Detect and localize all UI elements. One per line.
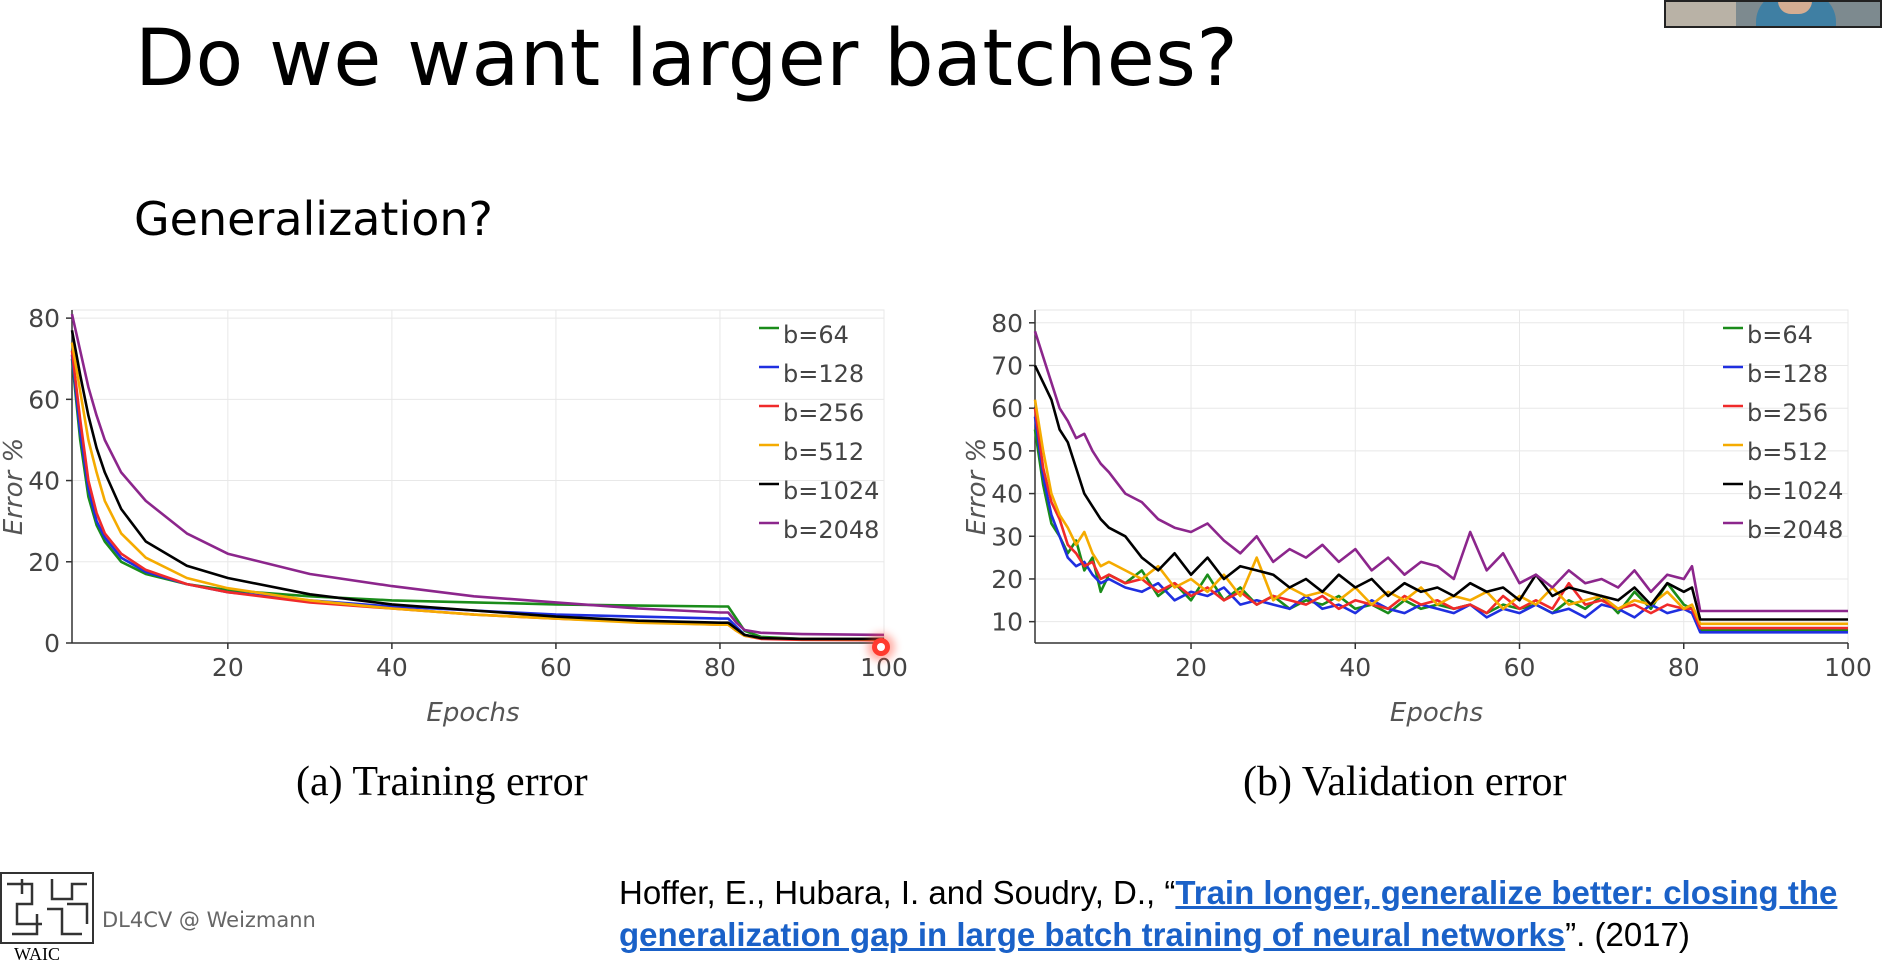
y-axis-label: Error % (0, 438, 29, 535)
training-error-chart: 20 40 60 80 100 0 20 40 60 80 Epochs Error % b=64 b=1… (0, 304, 908, 728)
x-tick-label: 100 (860, 653, 908, 682)
x-axis-label: Epochs (1390, 698, 1483, 728)
training-error-caption: (a) Training error (296, 759, 588, 805)
y-tick-label: 60 (991, 394, 1023, 423)
x-tick-label: 40 (376, 653, 408, 682)
y-tick-label: 40 (28, 467, 60, 496)
pointer-indicator (872, 638, 890, 656)
y-axis-label: Error % (962, 438, 992, 535)
series-line-b-512 (1033, 399, 1848, 626)
reference-authors: Hoffer, E., Hubara, I. and Soudry, D., “ (619, 874, 1176, 911)
slide-title: Do we want larger batches? (135, 14, 1239, 104)
x-axis-label: Epochs (426, 698, 519, 728)
legend-label: b=64 (783, 321, 849, 349)
legend-label: b=128 (783, 360, 864, 388)
y-tick-label: 20 (991, 565, 1023, 594)
chart-group: 20 40 60 80 100 0 20 40 60 80 Epochs Error % b=64 b=1… (0, 304, 908, 728)
y-tick-label: 40 (991, 480, 1023, 509)
legend-label: b=512 (783, 438, 864, 466)
course-label: DL4CV @ Weizmann (102, 908, 316, 932)
y-tick-label: 30 (991, 522, 1023, 551)
slide-subtitle: Generalization? (134, 192, 493, 246)
chart-group: 20 40 60 80 100 10 20 30 40 50 60 70 80 Epochs Error %… (962, 309, 1872, 728)
y-tick-label: 60 (28, 385, 60, 414)
series-line-b-2048 (1033, 330, 1848, 613)
x-tick-label: 80 (704, 653, 736, 682)
series-line-b-1024 (70, 330, 884, 641)
legend-label: b=128 (1747, 360, 1828, 388)
y-tick-label: 70 (991, 352, 1023, 381)
paper-link[interactable]: Train longer, generalize better: closing… (619, 874, 1838, 953)
legend-label: b=64 (1747, 321, 1813, 349)
legend-label: b=1024 (783, 477, 879, 505)
legend-label: b=2048 (1747, 516, 1843, 544)
y-tick-label: 20 (28, 548, 60, 577)
legend-label: b=256 (1747, 399, 1828, 427)
x-tick-label: 80 (1668, 653, 1700, 682)
legend-label: b=256 (783, 399, 864, 427)
waic-logo-text: WAIC (14, 944, 60, 964)
x-tick-label: 60 (1504, 653, 1536, 682)
series-line-b-2048 (70, 313, 885, 637)
y-tick-label: 80 (991, 309, 1023, 338)
y-tick-label: 0 (44, 629, 60, 658)
legend-label: b=512 (1747, 438, 1828, 466)
y-tick-label: 50 (991, 437, 1023, 466)
x-tick-label: 60 (540, 653, 572, 682)
reference-citation: Hoffer, E., Hubara, I. and Soudry, D., “… (619, 872, 1869, 956)
y-tick-label: 80 (28, 304, 60, 333)
x-tick-label: 20 (212, 653, 244, 682)
x-tick-label: 40 (1339, 653, 1371, 682)
x-tick-label: 20 (1175, 653, 1207, 682)
validation-error-caption: (b) Validation error (1243, 759, 1567, 805)
y-tick-label: 10 (991, 608, 1023, 637)
reference-tail: ”. (2017) (1565, 916, 1690, 953)
legend-label: b=2048 (783, 516, 879, 544)
validation-error-chart: 20 40 60 80 100 10 20 30 40 50 60 70 80 Epochs Error %… (962, 309, 1872, 728)
series-line-b-1024 (1033, 364, 1848, 621)
legend-label: b=1024 (1747, 477, 1843, 505)
x-tick-label: 100 (1824, 653, 1872, 682)
waic-logo (0, 872, 94, 944)
webcam-thumbnail (1664, 0, 1882, 28)
